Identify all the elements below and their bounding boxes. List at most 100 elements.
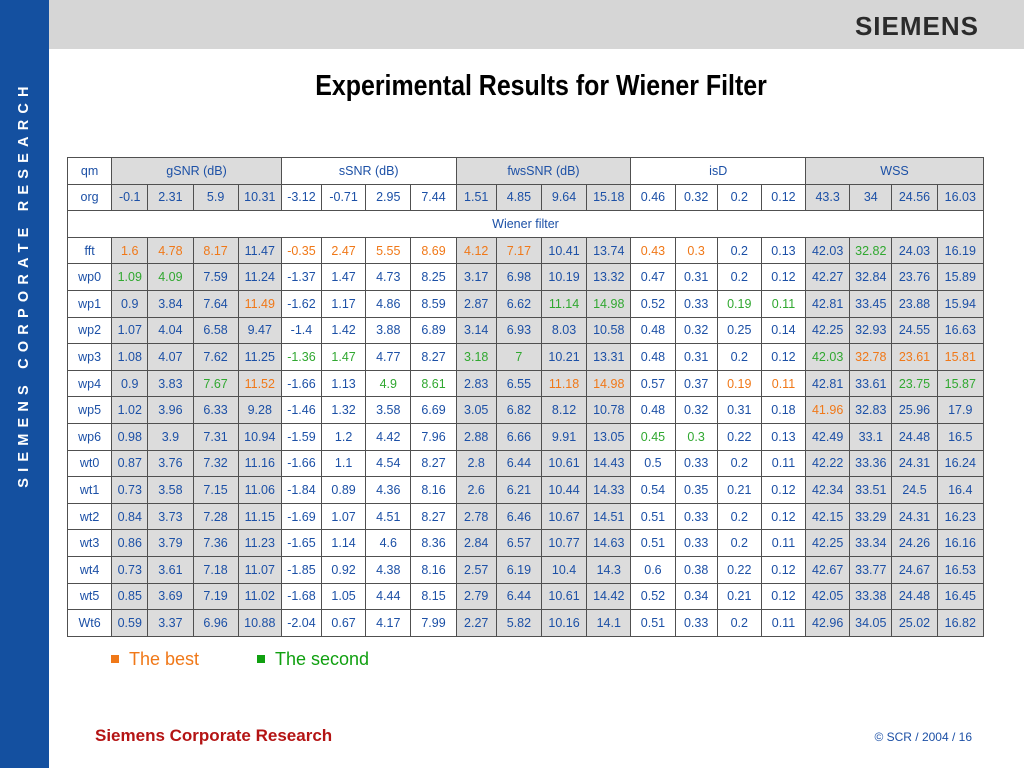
column-group-header: fwsSNR (dB) [455,157,632,185]
table-row: wt1 0.73 3.58 7.15 11.06 -1.84 0.89 4.36 8.16 2.6… [66,476,985,504]
table-cell: 0.2 [716,343,762,371]
table-cell: 7.19 [192,582,239,611]
table-cell: 41.96 [805,396,851,424]
table-cell: 33.45 [849,289,893,318]
table-cell: 0.13 [760,422,807,451]
table-cell: 16.63 [936,316,985,345]
table-cell: 0.12 [760,263,807,291]
table-cell: 0.11 [760,449,807,478]
table-cell: 1.07 [321,502,367,531]
table-cell: 6.57 [495,529,542,557]
row-label: wp6 [66,422,113,451]
table-cell: 0.54 [630,476,676,504]
table-cell: 0.12 [760,582,807,611]
table-cell: 0.35 [674,476,718,504]
table-cell: 6.98 [495,263,542,291]
table-cell: 23.76 [891,263,938,291]
legend-best-label: The best [129,649,200,669]
row-label: fft [66,236,113,265]
table-cell: 3.76 [147,449,194,478]
table-cell: 33.61 [849,369,893,398]
table-cell: 0.19 [716,289,762,318]
table-cell: 11.06 [237,476,282,504]
table-cell: 9.64 [540,183,588,212]
table-cell: 8.15 [410,582,457,611]
results-table: qm gSNR (dB) sSNR (dB) fwsSNR (dB) isD WSS org… [66,157,985,637]
table-cell: 10.21 [540,343,588,371]
table-cell: 0.43 [630,236,676,265]
table-cell: 11.47 [237,236,282,265]
header-bar: SIEMENS [49,0,1024,49]
table-cell: 3.83 [147,369,194,398]
table-cell: 8.27 [410,343,457,371]
table-cell: 33.77 [849,555,893,584]
table-cell: 11.52 [237,369,282,398]
table-cell: 42.81 [805,369,851,398]
table-cell: 34 [849,183,893,212]
table-cell: 42.05 [805,582,851,611]
table-cell: 9.91 [540,422,588,451]
green-square-icon [257,655,265,663]
table-cell: 11.49 [237,289,282,318]
table-cell: 1.08 [111,343,149,371]
table-cell: 14.33 [586,476,632,504]
table-cell: 6.93 [495,316,542,345]
siemens-logo: SIEMENS [854,11,979,41]
row-label: wp1 [66,289,113,318]
table-cell: 0.92 [321,555,367,584]
table-cell: 16.03 [936,183,985,212]
table-cell: 3.58 [147,476,194,504]
table-cell: 0.32 [674,396,718,424]
table-cell: 8.61 [410,369,457,398]
table-cell: 7.31 [192,422,239,451]
table-cell: 0.12 [760,555,807,584]
table-cell: 25.02 [891,609,938,637]
table-cell: 10.77 [540,529,588,557]
table-cell: 33.36 [849,449,893,478]
row-label: wt2 [66,502,113,531]
table-cell: 2.87 [455,289,497,318]
table-cell: 10.19 [540,263,588,291]
table-cell: 3.88 [365,316,412,345]
table-cell: 16.4 [936,476,985,504]
table-cell: 7.32 [192,449,239,478]
table-row: fft 1.6 4.78 8.17 11.47 -0.35 2.47 5.55 8.69 4.12… [66,236,985,265]
row-label: org [66,183,113,212]
table-cell: 15.89 [936,263,985,291]
table-cell: 23.61 [891,343,938,371]
table-cell: 10.31 [237,183,282,212]
table-cell: 32.84 [849,263,893,291]
table-cell: 0.11 [760,289,807,318]
table-cell: -1.59 [280,422,323,451]
table-cell: 0.33 [674,449,718,478]
table-cell: 14.98 [586,289,632,318]
table-cell: 11.16 [237,449,282,478]
table-cell: 8.36 [410,529,457,557]
table-cell: 14.43 [586,449,632,478]
table-cell: 0.11 [760,529,807,557]
table-cell: 0.37 [674,369,718,398]
table-cell: 14.51 [586,502,632,531]
table-cell: 0.33 [674,529,718,557]
table-cell: 3.73 [147,502,194,531]
table-cell: 0.2 [716,502,762,531]
table-cell: 2.79 [455,582,497,611]
table-cell: 2.6 [455,476,497,504]
table-cell: -1.62 [280,289,323,318]
row-label: wt0 [66,449,113,478]
table-cell: 17.9 [936,396,985,424]
table-cell: 10.58 [586,316,632,345]
table-cell: 4.51 [365,502,412,531]
table-cell: 3.05 [455,396,497,424]
section-row: Wiener filter [67,210,984,238]
table-cell: 32.83 [849,396,893,424]
table-cell: 24.31 [891,449,938,478]
table-cell: -2.04 [280,609,323,637]
table-cell: 0.51 [630,609,676,637]
table-cell: 8.27 [410,502,457,531]
legend-best: The best [111,649,199,670]
table-cell: 1.17 [321,289,367,318]
table-cell: 4.44 [365,582,412,611]
row-label: wt5 [66,582,113,611]
table-cell: 16.19 [936,236,985,265]
